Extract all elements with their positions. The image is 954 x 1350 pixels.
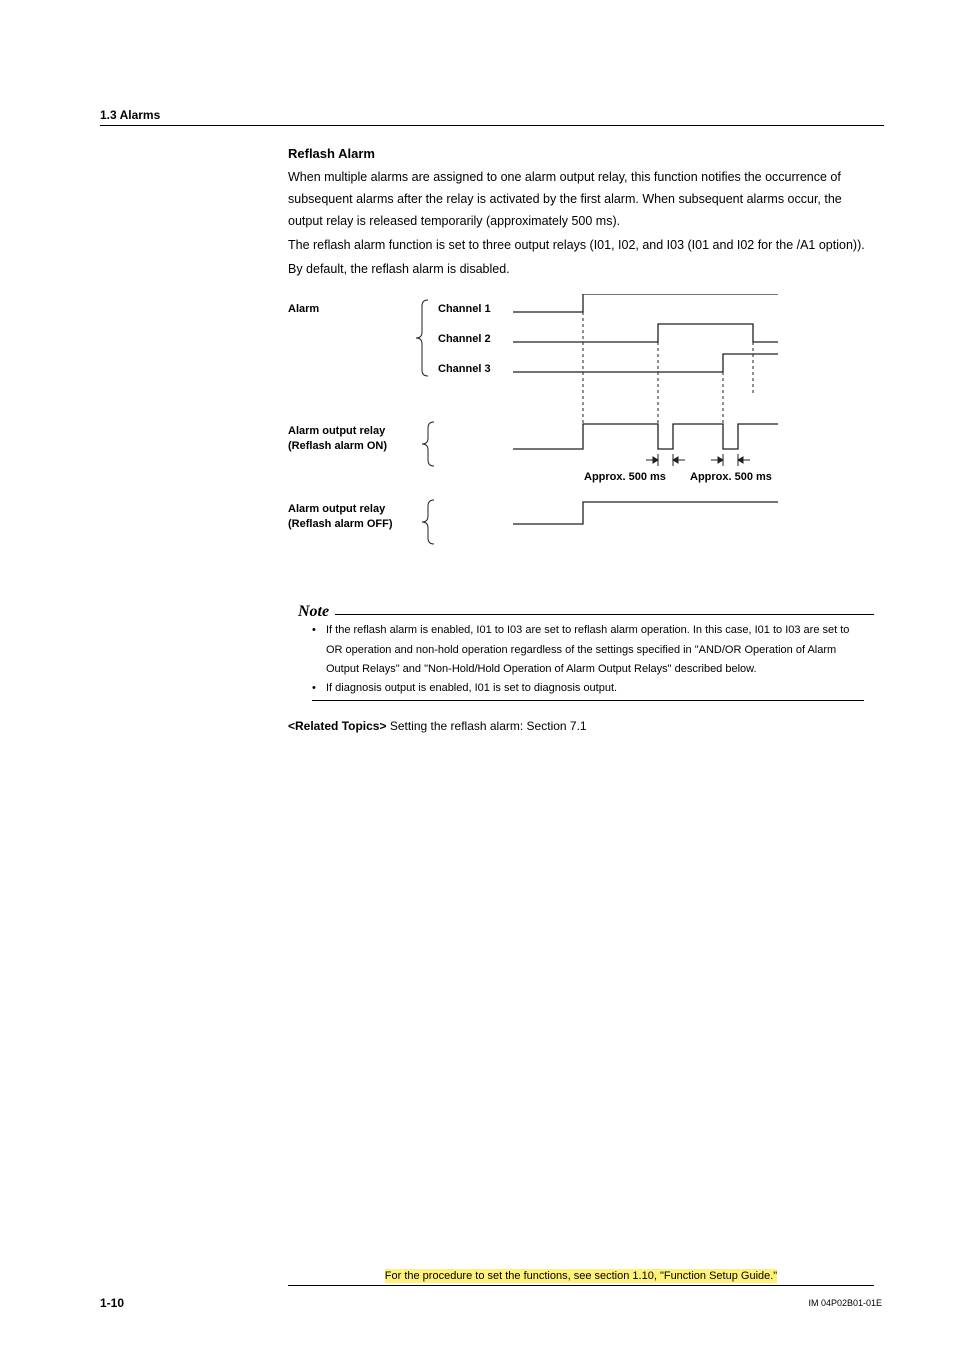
related-topics: <Related Topics> Setting the reflash ala… bbox=[288, 719, 874, 733]
diagram-alarm-label: Alarm bbox=[288, 303, 319, 315]
document-id: IM 04P02B01-01E bbox=[808, 1298, 882, 1308]
note-heading-row: Note bbox=[298, 603, 874, 621]
related-text: Setting the reflash alarm: Section 7.1 bbox=[386, 719, 586, 733]
timing-diagram: Alarm Channel 1 Channel 2 Channel 3 Alar… bbox=[288, 294, 874, 589]
bullet-icon: • bbox=[312, 679, 326, 698]
note-item-text: If diagnosis output is enabled, I01 is s… bbox=[326, 679, 617, 698]
paragraph-3: By default, the reflash alarm is disable… bbox=[288, 259, 874, 281]
note-item: • If diagnosis output is enabled, I01 is… bbox=[312, 679, 864, 698]
diagram-approx-1: Approx. 500 ms bbox=[584, 471, 666, 483]
diagram-relay-off-l1: Alarm output relay bbox=[288, 503, 386, 515]
diagram-channel-2: Channel 2 bbox=[438, 333, 491, 345]
note-list: • If the reflash alarm is enabled, I01 t… bbox=[312, 621, 864, 698]
diagram-channel-3: Channel 3 bbox=[438, 363, 491, 375]
section-rule bbox=[100, 125, 884, 126]
footer-procedure-text: For the procedure to set the functions, … bbox=[385, 1269, 777, 1283]
subtitle: Reflash Alarm bbox=[288, 146, 874, 161]
note-item-text: If the reflash alarm is enabled, I01 to … bbox=[326, 621, 864, 679]
note-item: • If the reflash alarm is enabled, I01 t… bbox=[312, 621, 864, 679]
footer-procedure: For the procedure to set the functions, … bbox=[288, 1270, 874, 1286]
related-label: <Related Topics> bbox=[288, 719, 386, 733]
note-bottom-rule bbox=[312, 700, 864, 701]
paragraph-1: When multiple alarms are assigned to one… bbox=[288, 167, 874, 233]
paragraph-2: The reflash alarm function is set to thr… bbox=[288, 235, 874, 257]
diagram-relay-on-l2: (Reflash alarm ON) bbox=[288, 440, 387, 452]
diagram-approx-2: Approx. 500 ms bbox=[690, 471, 772, 483]
note-top-rule bbox=[335, 614, 874, 615]
diagram-relay-off-l2: (Reflash alarm OFF) bbox=[288, 518, 393, 530]
diagram-relay-on-l1: Alarm output relay bbox=[288, 425, 386, 437]
main-content: Reflash Alarm When multiple alarms are a… bbox=[288, 146, 874, 733]
page-number: 1-10 bbox=[100, 1296, 124, 1310]
bullet-icon: • bbox=[312, 621, 326, 679]
section-header: 1.3 Alarms bbox=[100, 108, 884, 126]
section-label: 1.3 Alarms bbox=[100, 108, 884, 122]
diagram-channel-1: Channel 1 bbox=[438, 303, 491, 315]
note-heading: Note bbox=[298, 603, 335, 621]
